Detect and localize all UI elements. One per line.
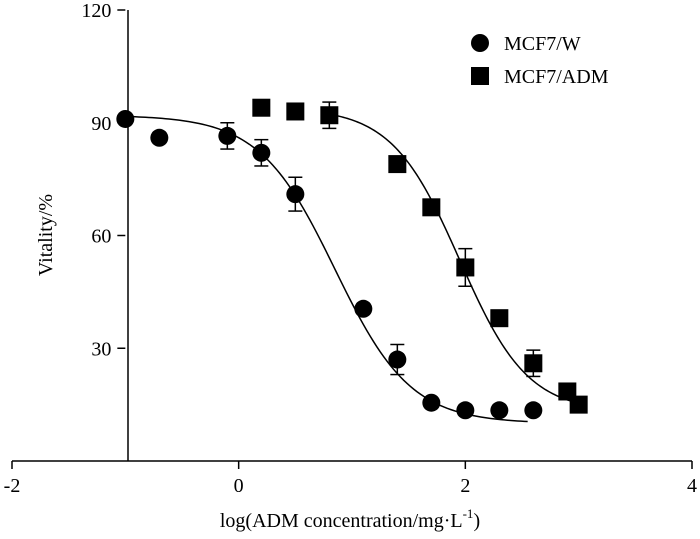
data-point-square (569, 395, 588, 414)
legend-square-marker (471, 67, 489, 85)
data-point-square (252, 98, 271, 117)
data-point-circle (150, 128, 169, 147)
y-tick-label: 120 (81, 0, 111, 22)
data-point-circle (456, 401, 475, 420)
x-axis-title: log(ADM concentration/mg·L-1) (220, 506, 480, 532)
x-axis-title-close: ) (473, 510, 480, 532)
data-point-square (286, 102, 305, 121)
data-point-circle (252, 143, 271, 162)
data-point-square (524, 354, 543, 373)
data-point-circle (422, 393, 441, 412)
x-axis-title-superscript: -1 (463, 506, 474, 521)
x-tick-label: 0 (234, 475, 244, 497)
x-axis-title-main: log(ADM concentration/mg·L (220, 510, 463, 532)
legend-circle-marker (471, 34, 489, 52)
x-tick-label: -2 (4, 475, 21, 497)
data-point-square (422, 198, 441, 217)
data-point-circle (524, 401, 543, 420)
x-tick-label: 4 (687, 475, 697, 497)
data-point-square (490, 309, 509, 328)
y-axis-title: Vitality/% (35, 194, 57, 276)
data-point-circle (490, 401, 509, 420)
data-point-circle (286, 185, 305, 204)
data-point-square (388, 155, 407, 174)
y-tick-label: 60 (91, 226, 111, 248)
data-point-circle (218, 126, 237, 145)
data-point-circle (388, 350, 407, 369)
fit-curves (125, 113, 574, 423)
tick-labels: -2 0 2 4 30 60 90 120 (4, 0, 697, 497)
data-point-circle (354, 299, 373, 318)
y-tick-label: 30 (91, 338, 111, 360)
y-tick-label: 90 (91, 113, 111, 135)
fit-curve-mcf7-adm (329, 113, 574, 403)
x-tick-label: 2 (460, 475, 470, 497)
legend-label-mcf7-adm: MCF7/ADM (504, 66, 609, 88)
legend-label-mcf7-w: MCF7/W (504, 33, 581, 55)
data-markers (116, 98, 588, 420)
data-point-circle (116, 109, 135, 128)
data-point-square (456, 258, 475, 277)
legend: MCF7/W MCF7/ADM (471, 33, 609, 88)
data-point-square (320, 106, 339, 125)
